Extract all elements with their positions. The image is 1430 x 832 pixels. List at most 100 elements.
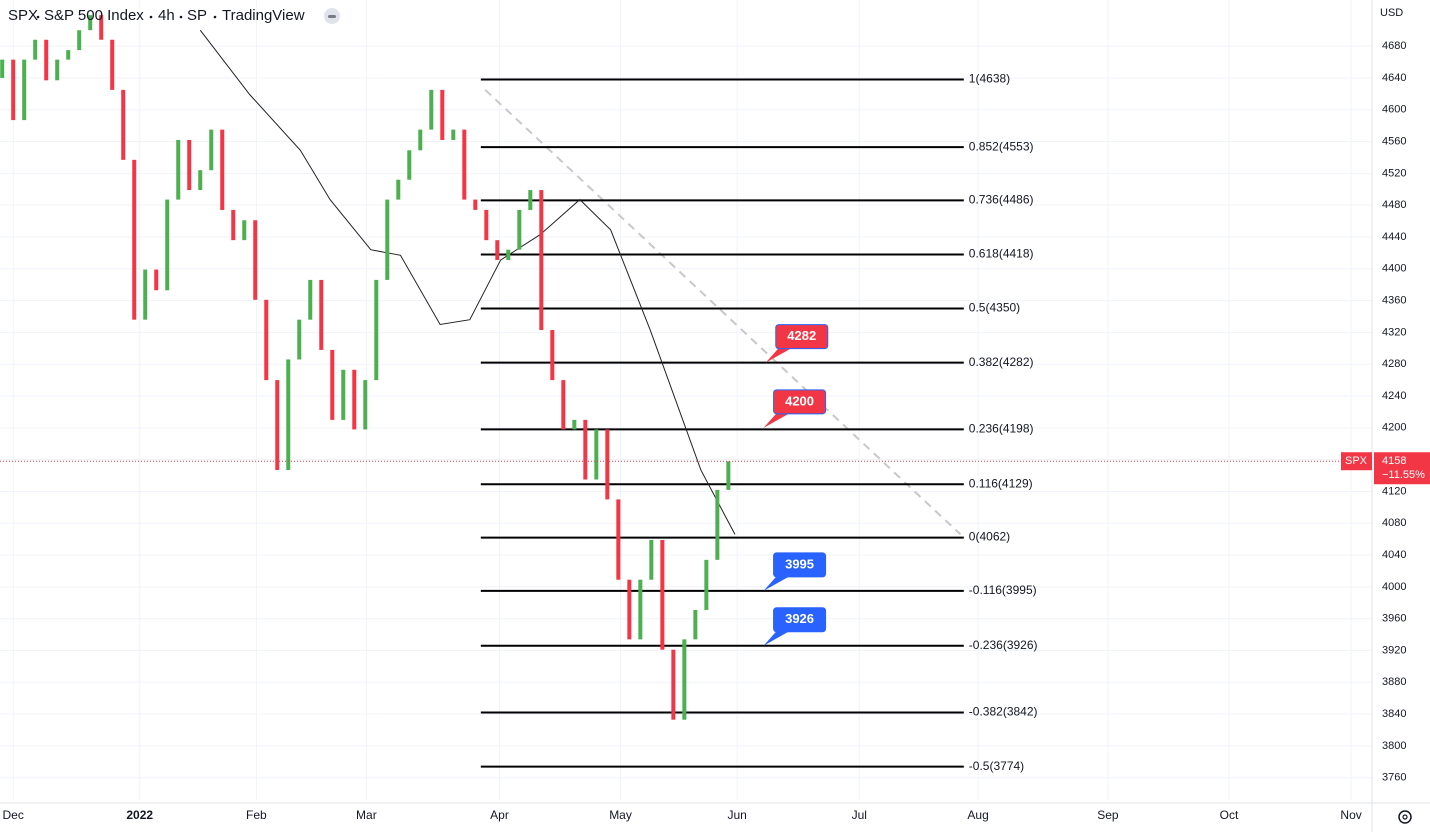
candle-body [660, 539, 665, 650]
settings-icon[interactable] [1398, 810, 1412, 824]
candle-body [462, 129, 467, 200]
candle-body [605, 429, 610, 500]
y-tick-label: 3960 [1382, 613, 1406, 625]
y-tick-label: 4000 [1382, 581, 1406, 593]
candle-body [110, 39, 115, 90]
symbol-name: S&P 500 Index [44, 7, 144, 24]
symbol-tag-label: SPX [1345, 455, 1368, 467]
candle-body [572, 419, 577, 430]
y-tick-label: 3840 [1382, 708, 1406, 720]
symbol-tag [1341, 452, 1372, 471]
y-tick-label: 4400 [1382, 263, 1406, 275]
candle-body [517, 209, 522, 250]
candle-body [715, 489, 720, 560]
candle-body [550, 330, 555, 381]
candle-body [11, 59, 16, 121]
separator [179, 15, 183, 19]
candle-body [286, 359, 291, 470]
y-tick-label: 4560 [1382, 135, 1406, 147]
interval: 4h [158, 7, 175, 24]
candle-body [440, 89, 445, 140]
candle-body [198, 170, 203, 191]
candle-body [319, 279, 324, 350]
x-tick-label: May [609, 808, 632, 822]
collapse-icon [328, 15, 336, 18]
candle-body [396, 179, 401, 200]
y-tick-label: 4680 [1382, 40, 1406, 52]
candle-body [528, 190, 533, 210]
candle-body [330, 349, 335, 420]
x-tick-label: Oct [1220, 808, 1239, 822]
gear [1398, 810, 1412, 824]
candle-body [616, 499, 621, 580]
y-tick-label: 4080 [1382, 517, 1406, 529]
candle-body [264, 299, 269, 381]
fib-label: -0.116(3995) [969, 583, 1037, 597]
candle-body [308, 279, 313, 320]
x-tick-label: Dec [3, 808, 24, 822]
callout-label: 3995 [785, 556, 814, 571]
candle-body [22, 59, 27, 121]
candle-body [33, 39, 38, 60]
candle-body [638, 579, 643, 640]
candle-body [407, 150, 412, 180]
candle-body [275, 380, 280, 470]
y-tick-label: 4200 [1382, 422, 1406, 434]
candle-body [187, 139, 192, 191]
candle-body [176, 139, 181, 200]
candle-body [671, 649, 676, 720]
candle-body [451, 129, 456, 140]
candle-body [231, 209, 236, 241]
candle-body [165, 199, 170, 291]
candle-body [341, 369, 346, 420]
candle-body [55, 59, 60, 81]
y-tick-label: 4240 [1382, 390, 1406, 402]
candle-body [253, 220, 258, 300]
y-tick-label: 3920 [1382, 644, 1406, 656]
moving-average [199, 29, 736, 535]
fib-label: -0.5(3774) [969, 759, 1024, 773]
callout-label: 4200 [785, 393, 814, 408]
source: TradingView [222, 7, 305, 24]
x-tick-label: Sep [1097, 808, 1119, 822]
y-tick-label: 4520 [1382, 167, 1406, 179]
callout-box [775, 324, 829, 350]
y-tick-label: 3880 [1382, 676, 1406, 688]
trendline [484, 89, 962, 536]
exchange: SP [187, 7, 207, 24]
candle-body [121, 89, 126, 160]
candle-body [297, 319, 302, 360]
candle-body [682, 639, 687, 720]
candle-body [209, 129, 214, 171]
y-tick-label: 4360 [1382, 295, 1406, 307]
y-tick-label: 4280 [1382, 358, 1406, 370]
y-tick-label: 4040 [1382, 549, 1406, 561]
y-tick-label: 3760 [1382, 772, 1406, 784]
candle-body [561, 380, 566, 430]
y-tick-label: 4320 [1382, 326, 1406, 338]
fib-label: 0.236(4198) [969, 422, 1034, 436]
candle-body [495, 240, 500, 261]
candle-body [44, 39, 49, 81]
symbol: SPX [8, 7, 38, 24]
separator [213, 15, 217, 19]
candle-body [363, 380, 368, 430]
callout-box [773, 389, 827, 415]
y-tick-label: 4120 [1382, 485, 1406, 497]
separator [149, 15, 153, 19]
x-tick-label: Jun [727, 808, 746, 822]
candle-body [99, 15, 104, 40]
y-tick-label: 4640 [1382, 72, 1406, 84]
fib-label: 1(4638) [969, 72, 1010, 86]
candle-body [352, 369, 357, 430]
candle-body [88, 15, 93, 31]
candle-body [539, 190, 544, 331]
price-tag [1374, 452, 1430, 485]
candle-body [693, 609, 698, 640]
candle-body [418, 129, 423, 151]
candle-body [374, 279, 379, 381]
plot: 1(4638) 0.852(4553) 0.736(4486) 0.618(4418)… [0, 15, 1372, 773]
fib-label: 0.736(4486) [969, 193, 1034, 207]
candle-body [473, 199, 478, 210]
